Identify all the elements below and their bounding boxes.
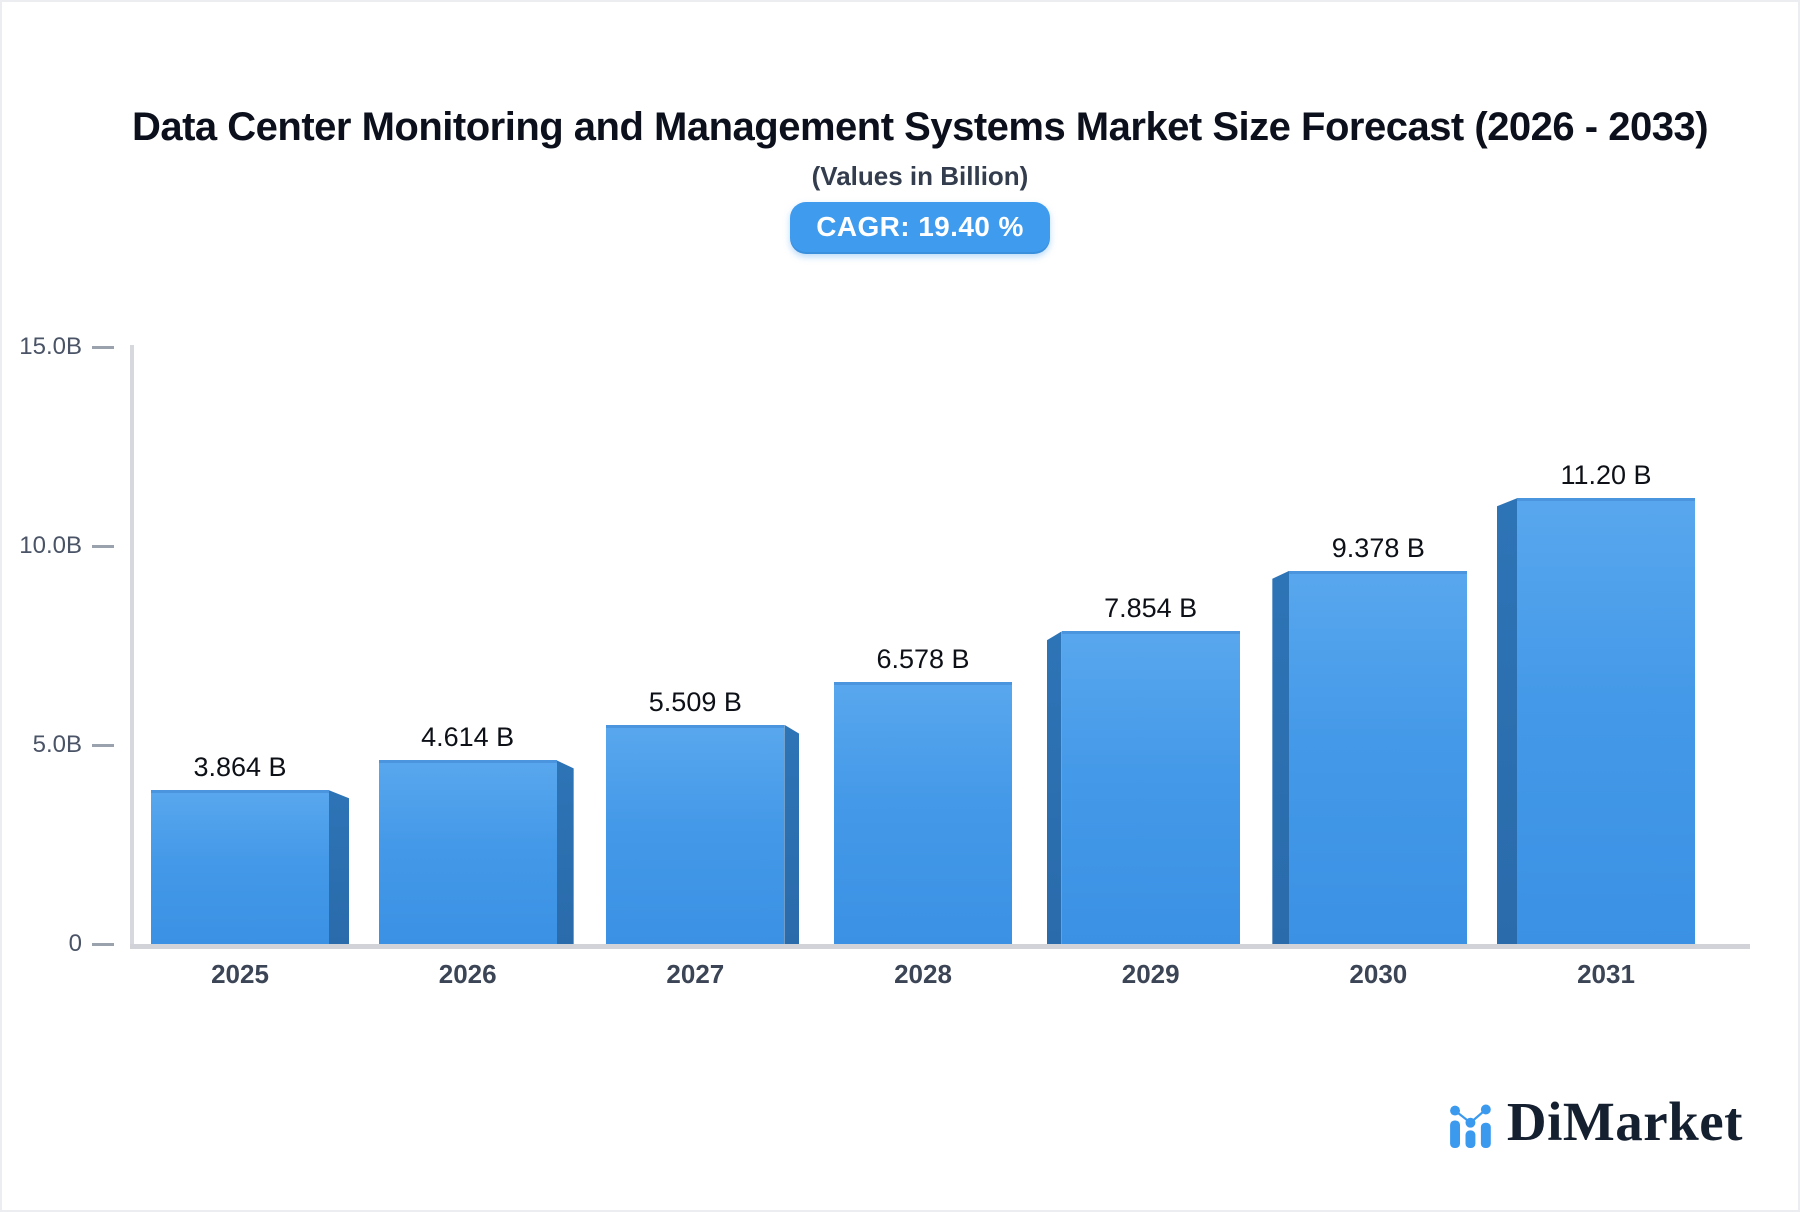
x-tick-label: 2029 — [1121, 959, 1180, 989]
bar-2029 — [1061, 631, 1240, 944]
cagr-badge: CAGR: 19.40 % — [790, 202, 1050, 254]
y-axis-line — [130, 345, 134, 949]
bar-side-3d — [1272, 570, 1290, 944]
y-tick-label: 5.0B — [32, 731, 82, 758]
x-tick-label: 2031 — [1577, 959, 1635, 989]
y-tick-label: 0 — [68, 930, 82, 957]
bar-2030 — [1289, 570, 1468, 944]
bar-chart-logo-icon — [1449, 1104, 1491, 1148]
bar-side-3d — [556, 760, 574, 944]
y-tick-label: 15.0B — [19, 333, 82, 360]
bar-side-3d — [1046, 631, 1062, 944]
y-tick-label: 10.0B — [19, 532, 82, 559]
x-tick-label: 2025 — [211, 959, 269, 989]
bar-value-label: 6.578 B — [876, 644, 970, 675]
chart-subtitle: (Values in Billion) — [811, 161, 1029, 191]
brand-logo: DiMarket — [1449, 1091, 1743, 1152]
bar-side-3d — [1497, 498, 1517, 944]
y-tick-dash — [92, 545, 114, 548]
bar-value-label: 4.614 B — [421, 722, 515, 753]
bar-value-label: 11.20 B — [1560, 460, 1652, 491]
bar-2026 — [378, 760, 557, 944]
y-tick-dash — [92, 346, 114, 349]
bar-value-label: 7.854 B — [1104, 593, 1198, 624]
x-tick-label: 2028 — [894, 959, 952, 989]
x-tick-label: 2030 — [1349, 959, 1408, 989]
bar-side-3d — [329, 790, 349, 944]
bar-side-3d — [784, 724, 800, 944]
bar-2027 — [606, 724, 785, 944]
bar-value-label: 3.864 B — [193, 752, 287, 783]
x-axis-line — [130, 944, 1750, 949]
y-tick-dash — [92, 943, 114, 946]
bar-value-label: 9.378 B — [1331, 532, 1425, 563]
bar-value-label: 5.509 B — [648, 686, 742, 717]
x-tick-label: 2027 — [666, 959, 725, 989]
bar-2028 — [834, 682, 1012, 944]
x-tick-label: 2026 — [438, 959, 497, 989]
chart-header: Data Center Monitoring and Management Sy… — [2, 96, 1798, 254]
bar-2025 — [151, 790, 329, 944]
brand-name: DiMarket — [1506, 1091, 1743, 1152]
y-tick-dash — [92, 744, 114, 747]
bar-2031 — [1517, 498, 1695, 944]
chart-title: Data Center Monitoring and Management Sy… — [131, 105, 1709, 149]
